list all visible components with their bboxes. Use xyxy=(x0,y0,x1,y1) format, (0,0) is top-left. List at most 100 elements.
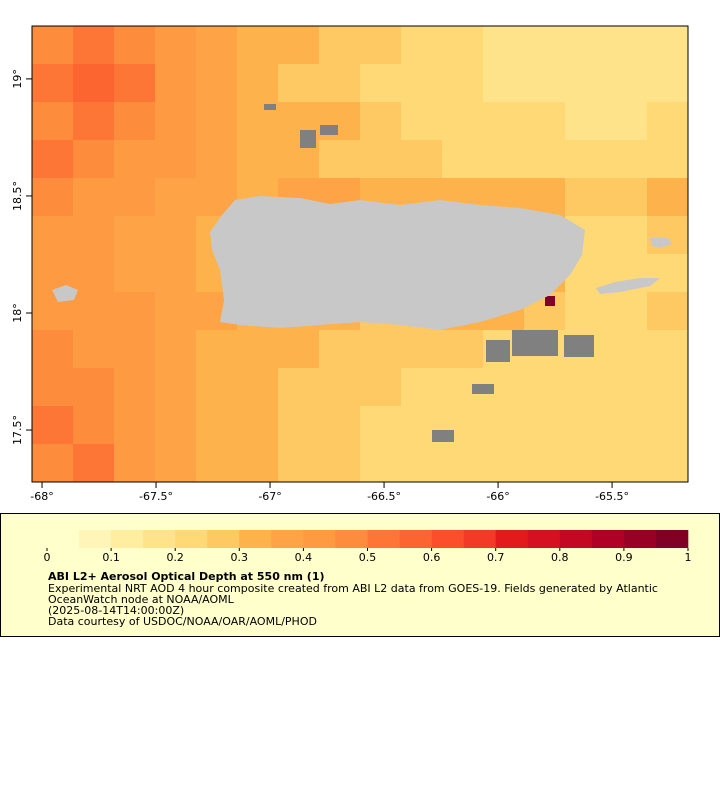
y-tick-label: 18° xyxy=(11,303,24,323)
no-data-cell xyxy=(545,296,555,306)
aod-cell xyxy=(114,64,156,103)
aod-cell xyxy=(647,140,689,179)
colorbar-tick-label: 0.4 xyxy=(295,551,313,564)
aod-cell xyxy=(360,102,402,141)
aod-cell xyxy=(360,444,402,483)
colorbar-swatch xyxy=(47,530,80,548)
colorbar-tick-label: 0.8 xyxy=(551,551,569,564)
aod-cell xyxy=(401,368,443,407)
aod-cell xyxy=(647,216,689,255)
aod-cell xyxy=(196,26,238,65)
colorbar-swatch xyxy=(175,530,208,548)
aod-cell xyxy=(155,330,197,369)
no-data-cell xyxy=(486,340,510,362)
aod-cell xyxy=(319,140,361,179)
colorbar-swatch xyxy=(527,530,561,548)
aod-cell xyxy=(524,368,566,407)
aod-cell xyxy=(278,444,320,483)
colorbar-tick-label: 0 xyxy=(44,551,51,564)
aod-cell xyxy=(565,406,607,445)
no-data-cell xyxy=(264,104,276,110)
aod-cell xyxy=(442,140,484,179)
aod-cell xyxy=(565,368,607,407)
aod-cell xyxy=(647,178,689,217)
no-data-cell xyxy=(564,335,594,357)
aod-cell xyxy=(196,368,238,407)
aod-cell xyxy=(73,330,115,369)
aod-cell xyxy=(73,64,115,103)
aod-cell xyxy=(647,368,689,407)
aod-cell xyxy=(524,140,566,179)
aod-cell xyxy=(73,26,115,65)
colorbar-swatch xyxy=(143,530,176,548)
aod-cell xyxy=(606,216,648,255)
aod-cell xyxy=(114,178,156,217)
aod-cell xyxy=(606,368,648,407)
aod-cell xyxy=(278,368,320,407)
colorbar-swatch xyxy=(367,530,400,548)
aod-cell xyxy=(442,102,484,141)
aod-cell xyxy=(32,26,74,65)
aod-cell xyxy=(155,178,197,217)
aod-cell xyxy=(237,330,279,369)
aod-cell xyxy=(442,26,484,65)
colorbar-swatch xyxy=(207,530,240,548)
aod-cell xyxy=(606,140,648,179)
aod-cell xyxy=(483,102,525,141)
aod-cell xyxy=(32,216,74,255)
aod-cell xyxy=(647,292,689,331)
aod-cell xyxy=(606,444,648,483)
aod-cell xyxy=(401,64,443,103)
aod-cell xyxy=(196,140,238,179)
aod-cell xyxy=(647,26,689,65)
aod-cell xyxy=(32,178,74,217)
aod-cell xyxy=(360,64,402,103)
aod-cell xyxy=(319,444,361,483)
aod-cell xyxy=(647,64,689,103)
aod-cell xyxy=(319,26,361,65)
aod-cell xyxy=(114,102,156,141)
y-tick-label: 17.5° xyxy=(11,415,24,445)
aod-cell xyxy=(32,330,74,369)
colorbar-swatch xyxy=(111,530,144,548)
aod-cell xyxy=(32,406,74,445)
colorbar-tick-label: 0.1 xyxy=(102,551,120,564)
aod-cell xyxy=(278,406,320,445)
colorbar-swatch xyxy=(591,530,625,548)
colorbar-swatch xyxy=(559,530,593,548)
colorbar-swatch xyxy=(399,530,432,548)
caption-line: (2025-08-14T14:00:00Z) xyxy=(48,604,184,617)
aod-cell xyxy=(647,102,689,141)
aod-cell xyxy=(647,254,689,293)
land xyxy=(52,196,672,330)
colorbar: 0 0.1 0.2 0.3 0.4 0.5 0.6 0.7 0.8 0.9 1 xyxy=(44,530,692,564)
aod-cell xyxy=(155,406,197,445)
aod-cell xyxy=(483,64,525,103)
aod-cell xyxy=(196,444,238,483)
aod-cell xyxy=(196,406,238,445)
aod-cell xyxy=(73,102,115,141)
aod-cell xyxy=(442,330,484,369)
no-data-cell xyxy=(512,330,558,356)
aod-cell xyxy=(237,64,279,103)
aod-cell xyxy=(73,254,115,293)
colorbar-swatch xyxy=(655,530,689,548)
aod-cell xyxy=(319,330,361,369)
aod-cell xyxy=(73,140,115,179)
colorbar-tick-label: 0.5 xyxy=(359,551,377,564)
puerto-rico xyxy=(210,196,585,330)
aod-cell xyxy=(565,444,607,483)
aod-cell xyxy=(360,26,402,65)
colorbar-tick-label: 0.2 xyxy=(166,551,184,564)
aod-cell xyxy=(278,64,320,103)
caption-line: Experimental NRT AOD 4 hour composite cr… xyxy=(48,582,658,595)
no-data-cell xyxy=(320,125,338,135)
x-tick-label: -66.5° xyxy=(367,490,401,503)
aod-cell xyxy=(360,368,402,407)
aod-cell xyxy=(565,102,607,141)
aod-cell xyxy=(237,406,279,445)
vieques xyxy=(596,278,660,294)
colorbar-swatch xyxy=(335,530,368,548)
aod-cell xyxy=(114,292,156,331)
aod-cell xyxy=(483,406,525,445)
